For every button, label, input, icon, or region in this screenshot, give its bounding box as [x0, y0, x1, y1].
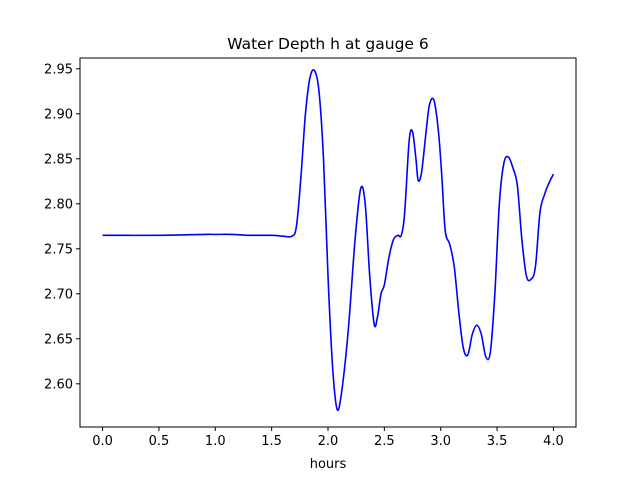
- y-tick-label: 2.70: [44, 287, 73, 302]
- plot-area: [102, 68, 555, 412]
- y-axis: 2.60 2.65 2.70 2.75 2.80 2.85 2.90 2.95: [44, 62, 80, 392]
- y-tick-label: 2.75: [44, 242, 73, 257]
- x-tick-label: 0.5: [149, 434, 170, 449]
- x-tick-label: 4.0: [543, 434, 564, 449]
- x-tick-label: 0.0: [92, 434, 113, 449]
- chart-title: Water Depth h at gauge 6: [227, 35, 428, 53]
- series-line: [102, 68, 555, 412]
- x-tick-label: 2.5: [374, 434, 395, 449]
- y-tick-label: 2.65: [44, 332, 73, 347]
- x-tick-label: 1.0: [205, 434, 226, 449]
- plot-frame: [79, 57, 577, 428]
- x-axis: 0.0 0.5 1.0 1.5 2.0 2.5 3.0 3.5 4.0: [92, 427, 564, 449]
- x-tick-label: 3.0: [430, 434, 451, 449]
- x-tick-label: 3.5: [487, 434, 508, 449]
- x-tick-label: 1.5: [261, 434, 282, 449]
- x-axis-title: hours: [310, 457, 347, 472]
- y-tick-label: 2.80: [44, 197, 73, 212]
- y-tick-label: 2.60: [44, 377, 73, 392]
- x-tick-label: 2.0: [318, 434, 339, 449]
- y-tick-label: 2.85: [44, 152, 73, 167]
- y-tick-label: 2.95: [44, 62, 73, 77]
- y-tick-label: 2.90: [44, 107, 73, 122]
